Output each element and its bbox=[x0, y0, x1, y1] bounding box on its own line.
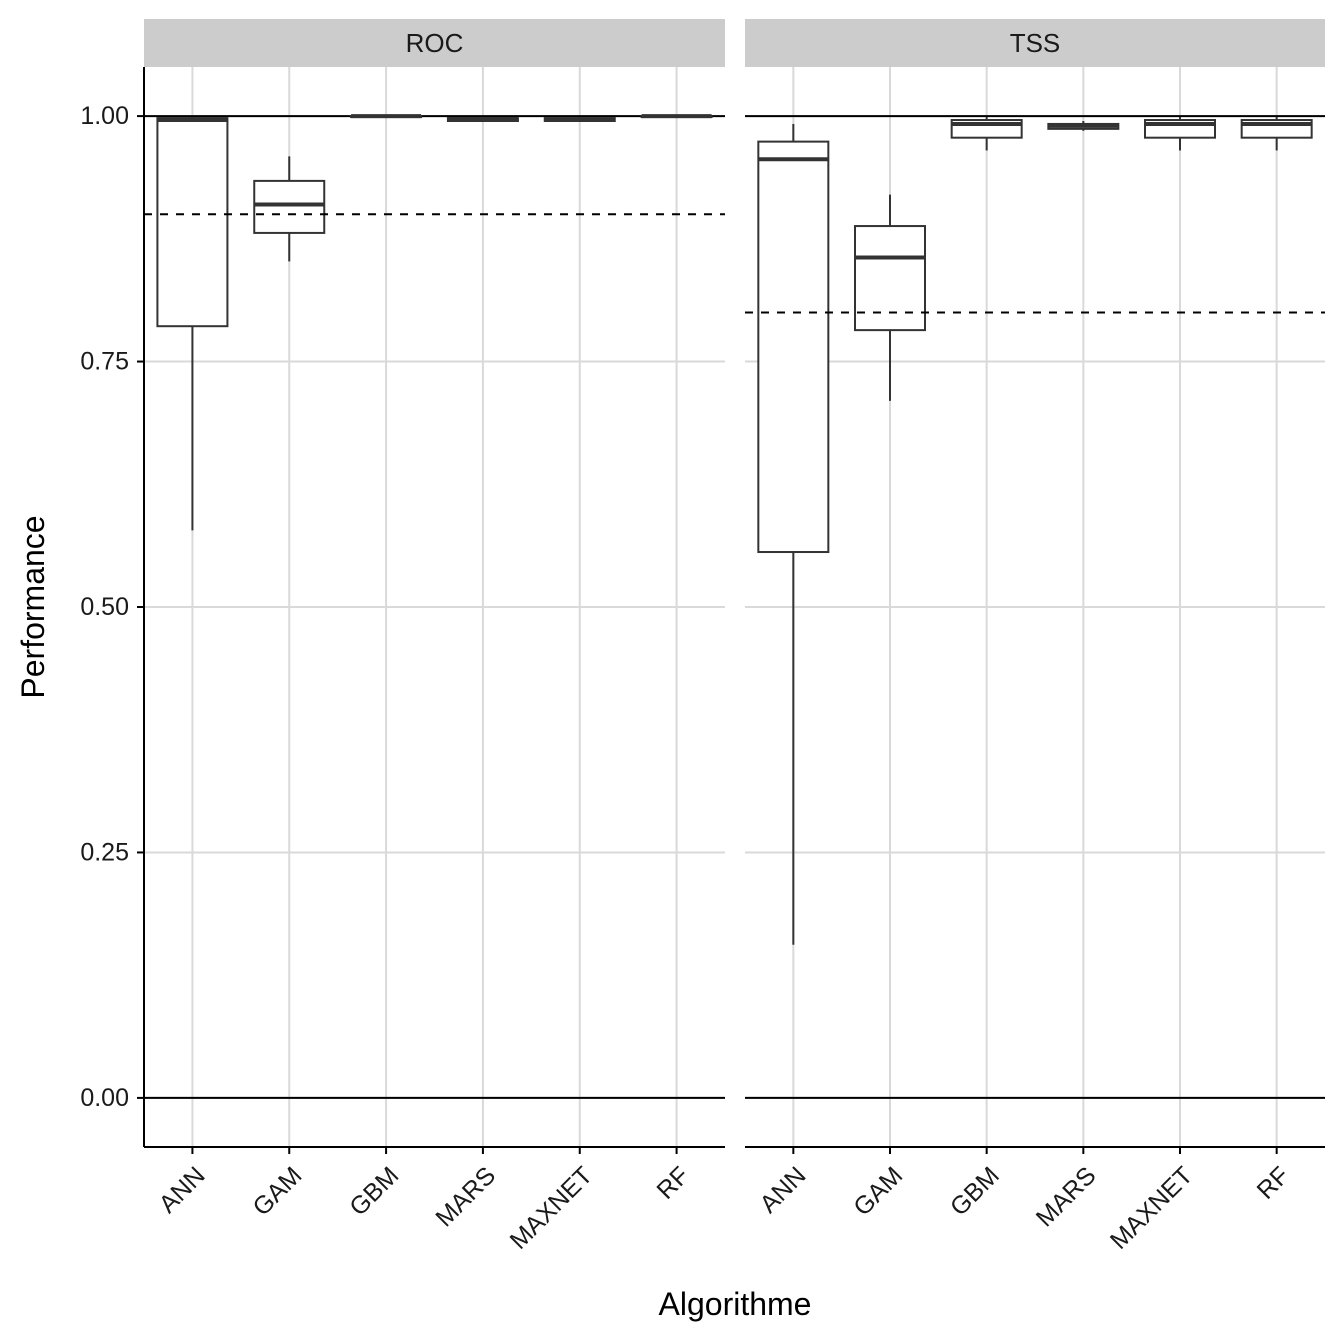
x-tick-label: MARS bbox=[430, 1161, 501, 1232]
y-tick-label: 0.25 bbox=[80, 838, 129, 866]
x-tick-label: GAM bbox=[848, 1161, 908, 1221]
panel-roc: ROC ANN GAM GBM MARS MAXNET RF 0.00 0.25 0.50 0.75… bbox=[80, 19, 725, 1255]
box-iqr bbox=[757, 140, 830, 554]
box-ann bbox=[156, 117, 229, 531]
x-tick-label: GBM bbox=[945, 1161, 1005, 1221]
box-gam bbox=[854, 194, 926, 401]
box-gbm bbox=[950, 117, 1023, 151]
box-maxnet bbox=[543, 117, 616, 123]
strip-label: ROC bbox=[406, 28, 464, 58]
x-tick-label: RF bbox=[651, 1161, 694, 1204]
box-gam bbox=[253, 156, 326, 262]
x-tick-label: MAXNET bbox=[1105, 1161, 1198, 1254]
y-tick-label: 0.50 bbox=[80, 593, 129, 621]
x-tick-label: GBM bbox=[344, 1161, 404, 1221]
box-ann bbox=[757, 123, 830, 945]
x-tick-label: ANN bbox=[754, 1161, 811, 1218]
strip-background bbox=[745, 19, 1325, 67]
box-gbm bbox=[350, 114, 423, 119]
box-mars bbox=[446, 117, 519, 122]
x-tick-label: GAM bbox=[247, 1161, 307, 1221]
box-rf bbox=[1240, 117, 1313, 151]
strip-background bbox=[144, 19, 725, 67]
x-tick-label: MAXNET bbox=[505, 1161, 598, 1254]
box-iqr bbox=[156, 117, 229, 328]
box-rf bbox=[640, 114, 713, 119]
x-axis-title: Algorithme bbox=[659, 1286, 812, 1322]
box-mars bbox=[1047, 121, 1120, 131]
box-maxnet bbox=[1144, 117, 1216, 151]
y-tick-label: 0.75 bbox=[80, 348, 129, 376]
strip-label: TSS bbox=[1010, 28, 1061, 58]
y-tick-label: 0.00 bbox=[80, 1084, 129, 1112]
box-iqr bbox=[854, 225, 926, 332]
panel-tss: TSS ANN GAM GBM MARS MAXNET RF bbox=[745, 19, 1325, 1255]
y-tick-label: 1.00 bbox=[80, 102, 129, 130]
x-tick-label: ANN bbox=[154, 1161, 211, 1218]
x-tick-label: RF bbox=[1252, 1161, 1295, 1204]
box-iqr bbox=[253, 179, 326, 234]
x-tick-label: MARS bbox=[1031, 1161, 1102, 1232]
y-axis-title: Performance bbox=[15, 515, 51, 698]
